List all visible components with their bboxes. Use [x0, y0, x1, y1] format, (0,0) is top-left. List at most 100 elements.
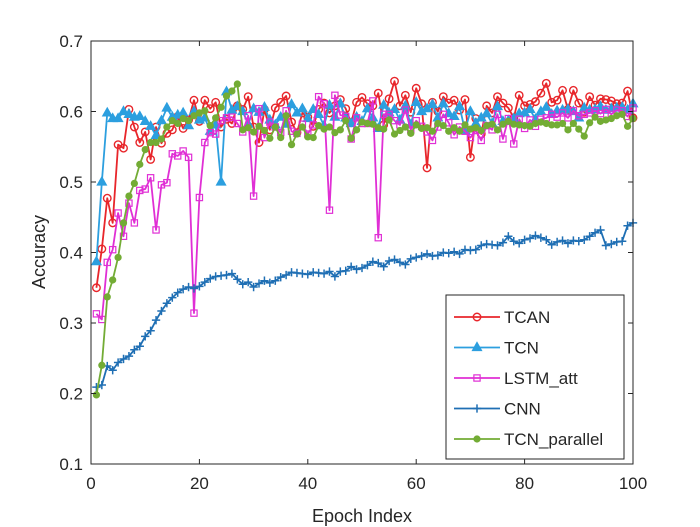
- data-point: [96, 175, 108, 186]
- y-tick-label: 0.3: [59, 314, 83, 333]
- data-point: [254, 279, 264, 288]
- data-point: [618, 110, 626, 118]
- data-point: [184, 117, 193, 125]
- data-point: [161, 101, 173, 112]
- data-point: [388, 103, 401, 114]
- data-point: [541, 78, 551, 88]
- data-point: [190, 112, 198, 120]
- data-point: [564, 114, 572, 122]
- data-point: [586, 119, 594, 127]
- y-tick-label: 0.6: [59, 103, 83, 122]
- data-point: [146, 326, 155, 335]
- data-point: [222, 114, 231, 122]
- data-point: [201, 107, 209, 115]
- data-point: [124, 351, 134, 361]
- data-point: [498, 98, 508, 108]
- data-point: [200, 95, 210, 105]
- data-point: [282, 112, 290, 120]
- data-point: [428, 136, 437, 145]
- data-point: [477, 241, 486, 250]
- legend-entry: CNN: [454, 400, 541, 419]
- data-point: [607, 239, 616, 249]
- data-point: [134, 110, 146, 121]
- data-point: [114, 253, 122, 262]
- axes-layer: 0 20 40 60 80 100 0.1 0.2 0.3 0.4 0.5 0.6 0.7: [59, 32, 647, 493]
- data-point: [481, 107, 493, 118]
- data-point: [558, 109, 567, 117]
- data-point: [325, 123, 334, 131]
- data-point: [466, 133, 475, 142]
- data-point: [461, 121, 469, 129]
- data-point: [400, 90, 410, 100]
- data-point: [173, 288, 182, 297]
- data-point: [363, 261, 372, 270]
- data-point: [189, 284, 199, 293]
- data-point: [206, 128, 214, 137]
- data-point: [336, 126, 344, 134]
- legend-label: TCN_parallel: [504, 430, 603, 449]
- data-point: [228, 113, 236, 121]
- data-point: [448, 110, 460, 121]
- series-line: [96, 222, 634, 388]
- data-point: [374, 258, 383, 268]
- data-point: [401, 106, 410, 114]
- data-point: [101, 106, 113, 117]
- data-point: [314, 92, 323, 101]
- data-point: [454, 100, 466, 111]
- data-point: [410, 96, 422, 106]
- data-point: [574, 237, 583, 246]
- data-point: [281, 270, 291, 280]
- data-point: [102, 193, 112, 203]
- data-point: [601, 95, 611, 104]
- data-point: [455, 127, 464, 135]
- data-point: [92, 391, 101, 399]
- data-point: [379, 110, 388, 119]
- data-point: [347, 134, 355, 142]
- data-point: [150, 129, 162, 140]
- data-point: [575, 125, 583, 133]
- x-tick-label: 40: [298, 474, 317, 493]
- data-point: [211, 97, 221, 107]
- y-tick-label: 0.7: [59, 32, 83, 51]
- y-tick-label: 0.2: [59, 385, 83, 404]
- data-point: [361, 102, 373, 113]
- data-point: [139, 115, 151, 125]
- data-point: [254, 138, 264, 147]
- data-point: [119, 219, 128, 227]
- data-point: [163, 123, 171, 131]
- data-point: [179, 147, 187, 155]
- data-point: [298, 123, 307, 131]
- data-point: [320, 100, 328, 108]
- data-point: [129, 122, 139, 132]
- data-point: [472, 124, 480, 132]
- data-point: [309, 133, 317, 142]
- data-point: [590, 228, 600, 237]
- data-point: [526, 122, 534, 130]
- data-point: [499, 120, 507, 128]
- data-point: [211, 130, 220, 138]
- data-point: [119, 354, 128, 364]
- x-tick-label: 0: [86, 474, 95, 493]
- data-point: [195, 193, 204, 202]
- data-point: [368, 257, 377, 266]
- data-point: [157, 181, 166, 189]
- data-point: [90, 255, 102, 266]
- data-point: [243, 92, 253, 102]
- data-point: [114, 209, 122, 217]
- data-point: [277, 133, 285, 142]
- data-point: [260, 126, 269, 135]
- data-point: [145, 120, 157, 130]
- data-point: [569, 107, 578, 115]
- data-point: [450, 124, 458, 132]
- data-point: [117, 105, 130, 116]
- data-point: [119, 232, 128, 241]
- data-point: [123, 108, 135, 118]
- legend-label: TCAN: [504, 308, 550, 327]
- data-point: [568, 85, 578, 95]
- data-point: [98, 361, 106, 369]
- data-point: [228, 87, 236, 95]
- data-point: [130, 179, 138, 188]
- data-point: [286, 98, 298, 109]
- x-axis-label: Epoch Index: [312, 506, 412, 526]
